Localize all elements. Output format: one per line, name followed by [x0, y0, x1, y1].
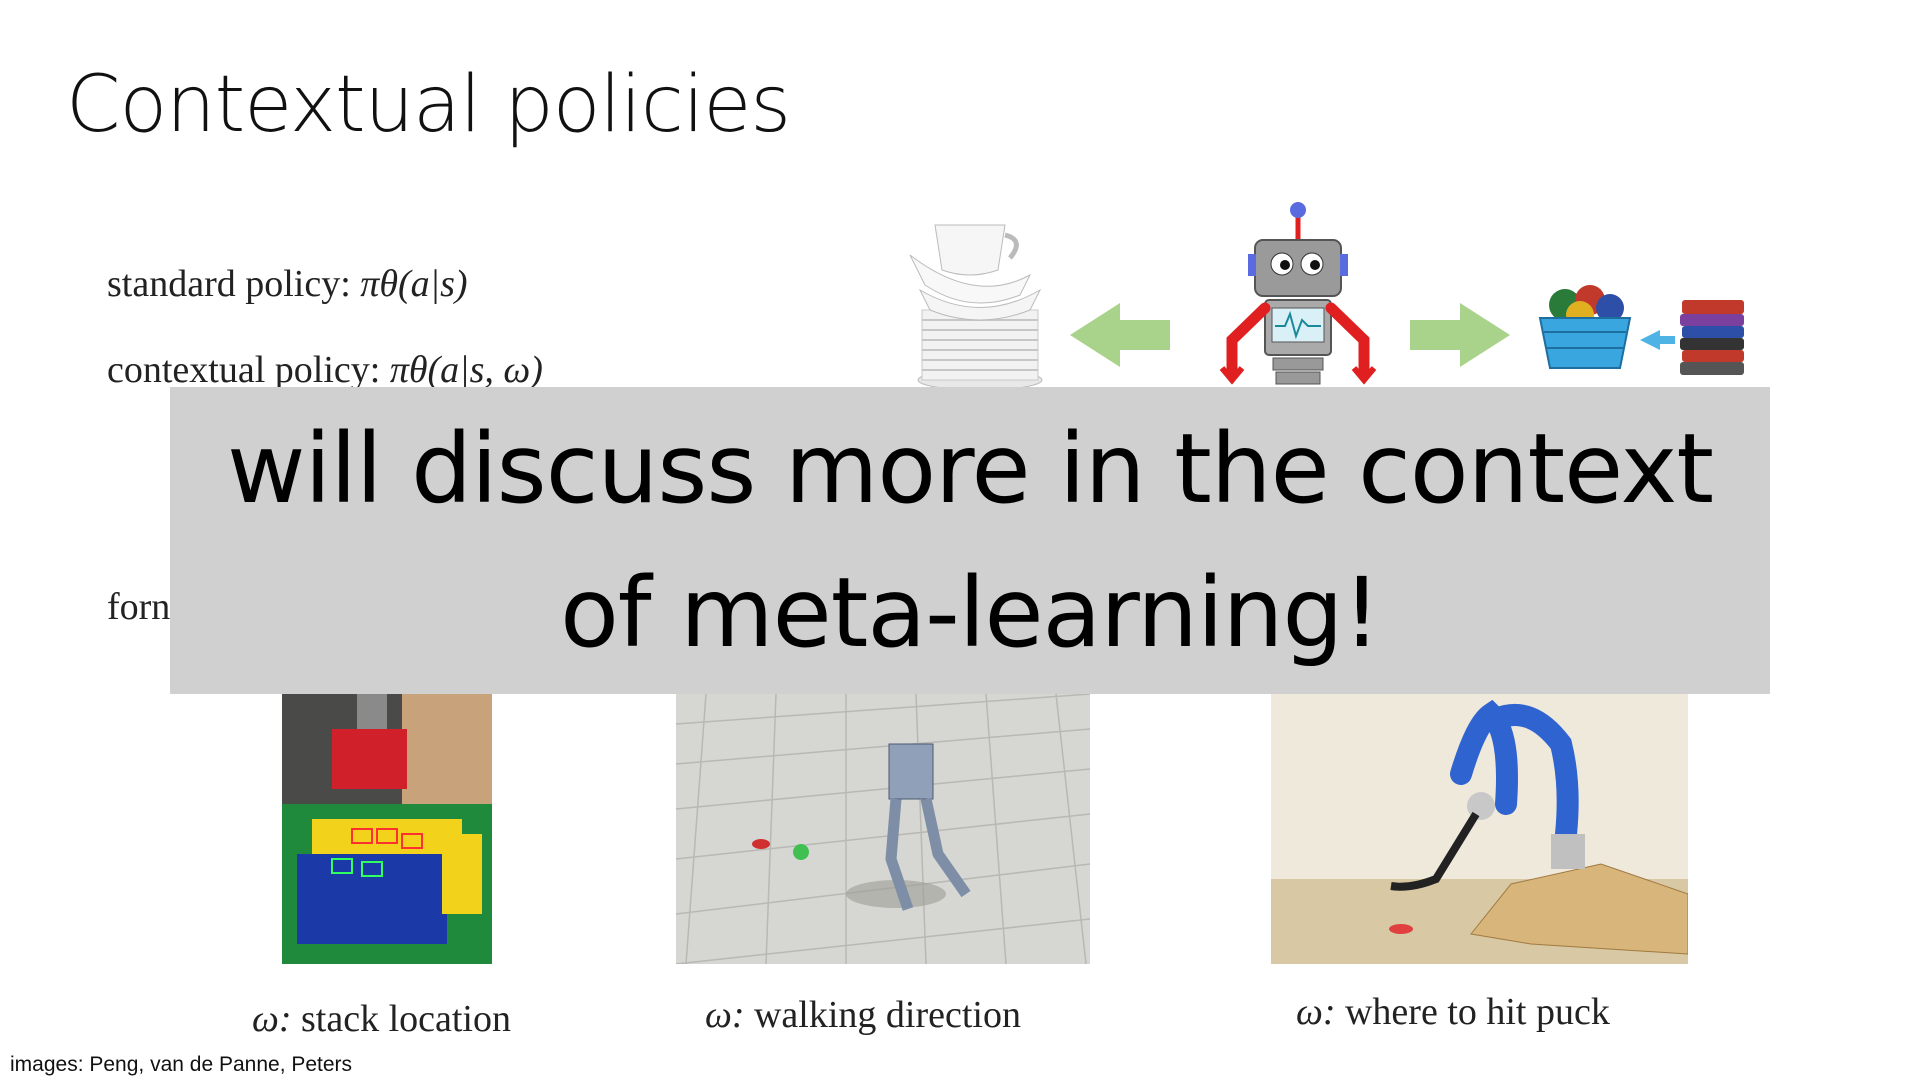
banner-text: will discuss more in the context of meta…	[180, 397, 1760, 685]
robot-icon	[1219, 202, 1377, 385]
banner-line-1: will discuss more in the context	[227, 412, 1714, 525]
caption-where-to-hit-puck: ω: where to hit puck	[1296, 990, 1610, 1034]
walking-simulation	[676, 694, 1090, 964]
caption-symbol: ω:	[1296, 991, 1336, 1033]
laundry-basket-icon	[1538, 285, 1632, 369]
dish-stack-icon	[909, 224, 1043, 390]
standard-policy-label: standard policy:	[107, 263, 351, 305]
contextual-policy-line: contextual policy: πθ(a|s, ω)	[107, 348, 543, 392]
overlay-banner: will discuss more in the context of meta…	[170, 387, 1770, 694]
caption-text: where to hit puck	[1344, 991, 1610, 1033]
image-credit: images: Peng, van de Panne, Peters	[10, 1053, 353, 1076]
arrow-right-icon	[1410, 303, 1510, 367]
caption-walking-direction: ω: walking direction	[705, 993, 1021, 1037]
slide-title: Contextual policies	[66, 60, 791, 150]
caption-text: walking direction	[753, 994, 1021, 1036]
caption-symbol: ω:	[705, 994, 745, 1036]
folded-clothes-icon	[1680, 300, 1744, 375]
task-illustration	[909, 202, 1744, 390]
caption-text: stack location	[300, 998, 511, 1040]
caption-symbol: ω:	[252, 998, 292, 1040]
banner-line-2: of meta-learning!	[560, 556, 1381, 669]
standard-policy-line: standard policy: πθ(a|s)	[107, 262, 468, 306]
contextual-policy-label: contextual policy:	[107, 349, 381, 391]
standard-policy-expression: πθ(a|s)	[360, 263, 468, 305]
caption-stack-location: ω: stack location	[252, 997, 511, 1041]
contextual-policy-expression: πθ(a|s, ω)	[389, 349, 543, 391]
puck-hitting-photo	[1271, 694, 1688, 964]
stacking-photo	[282, 694, 492, 964]
formulation-fragment: forn	[107, 586, 171, 628]
arrow-left-icon	[1070, 303, 1170, 367]
